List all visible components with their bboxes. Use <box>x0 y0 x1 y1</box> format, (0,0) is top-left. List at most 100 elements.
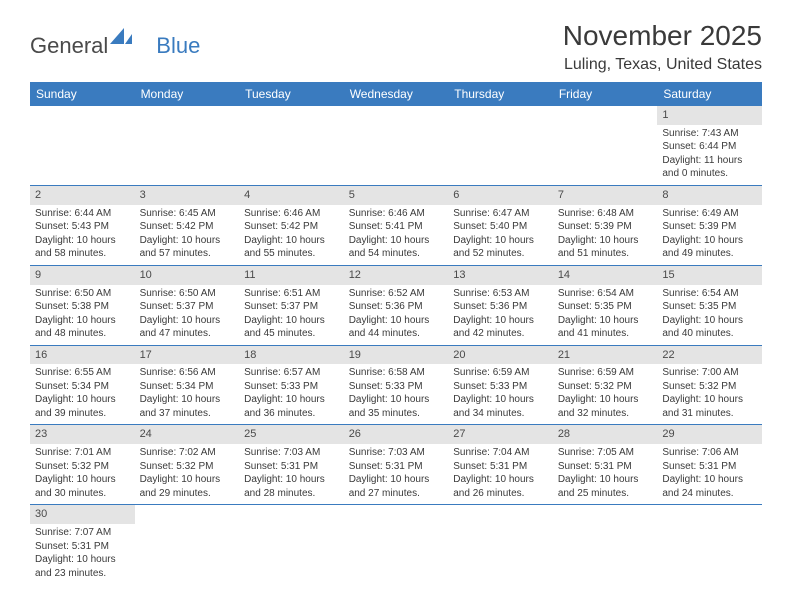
sunset-text: Sunset: 5:33 PM <box>453 380 548 394</box>
daylight-text-line2: and 51 minutes. <box>558 247 653 261</box>
daylight-text-line2: and 31 minutes. <box>662 407 757 421</box>
daylight-text-line2: and 48 minutes. <box>35 327 130 341</box>
title-block: November 2025 Luling, Texas, United Stat… <box>563 20 762 74</box>
calendar-day-cell: 10Sunrise: 6:50 AMSunset: 5:37 PMDayligh… <box>135 265 240 345</box>
weekday-header: Monday <box>135 82 240 106</box>
sunrise-text: Sunrise: 6:56 AM <box>140 366 235 380</box>
weekday-header: Sunday <box>30 82 135 106</box>
sunset-text: Sunset: 5:43 PM <box>35 220 130 234</box>
sunrise-text: Sunrise: 6:44 AM <box>35 207 130 221</box>
calendar-day-cell: 9Sunrise: 6:50 AMSunset: 5:38 PMDaylight… <box>30 265 135 345</box>
day-details: Sunrise: 6:54 AMSunset: 5:35 PMDaylight:… <box>657 285 762 345</box>
daylight-text-line1: Daylight: 10 hours <box>35 393 130 407</box>
day-details: Sunrise: 6:56 AMSunset: 5:34 PMDaylight:… <box>135 364 240 424</box>
day-details: Sunrise: 6:50 AMSunset: 5:37 PMDaylight:… <box>135 285 240 345</box>
day-number: 5 <box>344 186 449 205</box>
calendar-week-row: 9 Sunrise: 6:50 AMSunset: 5:38 PM Daylight… <box>30 265 762 345</box>
day-details: Sunrise: 6:52 AMSunset: 5:36 PMDaylight:… <box>344 285 449 345</box>
daylight-text-line2: and 26 minutes. <box>453 487 548 501</box>
day-details: Sunrise: 6:49 AMSunset: 5:39 PMDaylight:… <box>657 205 762 265</box>
calendar-day-cell: 13Sunrise: 6:53 AMSunset: 5:36 PMDayligh… <box>448 265 553 345</box>
calendar-day-cell: 14Sunrise: 6:54 AMSunset: 5:35 PMDayligh… <box>553 265 658 345</box>
daylight-text-line1: Daylight: 10 hours <box>453 314 548 328</box>
sunrise-text: Sunrise: 7:07 AM <box>35 526 130 540</box>
daylight-text-line2: and 45 minutes. <box>244 327 339 341</box>
calendar-day-cell <box>657 505 762 584</box>
day-details: Sunrise: 6:55 AMSunset: 5:34 PMDaylight:… <box>30 364 135 424</box>
sunrise-text: Sunrise: 7:03 AM <box>244 446 339 460</box>
day-number: 21 <box>553 346 658 365</box>
calendar-day-cell <box>448 106 553 185</box>
sunrise-text: Sunrise: 6:51 AM <box>244 287 339 301</box>
daylight-text-line2: and 58 minutes. <box>35 247 130 261</box>
day-number: 22 <box>657 346 762 365</box>
sunrise-text: Sunrise: 6:45 AM <box>140 207 235 221</box>
calendar-week-row: 16Sunrise: 6:55 AMSunset: 5:34 PMDayligh… <box>30 345 762 425</box>
sunset-text: Sunset: 5:32 PM <box>35 460 130 474</box>
weekday-header: Tuesday <box>239 82 344 106</box>
daylight-text-line2: and 23 minutes. <box>35 567 130 581</box>
day-number: 26 <box>344 425 449 444</box>
daylight-text-line1: Daylight: 10 hours <box>140 473 235 487</box>
daylight-text-line1: Daylight: 10 hours <box>453 473 548 487</box>
calendar-day-cell: 18Sunrise: 6:57 AMSunset: 5:33 PMDayligh… <box>239 345 344 425</box>
sunrise-text: Sunrise: 6:59 AM <box>558 366 653 380</box>
daylight-text-line1: Daylight: 10 hours <box>662 473 757 487</box>
day-number: 30 <box>30 505 135 524</box>
calendar-day-cell <box>553 505 658 584</box>
weekday-header: Thursday <box>448 82 553 106</box>
day-number: 29 <box>657 425 762 444</box>
sunrise-text: Sunrise: 7:03 AM <box>349 446 444 460</box>
day-number: 12 <box>344 266 449 285</box>
day-number: 4 <box>239 186 344 205</box>
day-number: 20 <box>448 346 553 365</box>
daylight-text-line2: and 47 minutes. <box>140 327 235 341</box>
sunset-text: Sunset: 5:42 PM <box>244 220 339 234</box>
sunset-text: Sunset: 5:31 PM <box>662 460 757 474</box>
daylight-text-line1: Daylight: 10 hours <box>244 314 339 328</box>
day-details: Sunrise: 6:59 AMSunset: 5:32 PMDaylight:… <box>553 364 658 424</box>
daylight-text-line1: Daylight: 10 hours <box>244 473 339 487</box>
sunrise-text: Sunrise: 7:01 AM <box>35 446 130 460</box>
calendar-day-cell: 7Sunrise: 6:48 AMSunset: 5:39 PMDaylight… <box>553 185 658 265</box>
day-details: Sunrise: 6:53 AMSunset: 5:36 PMDaylight:… <box>448 285 553 345</box>
sunrise-text: Sunrise: 6:50 AM <box>35 287 130 301</box>
calendar-day-cell: 11Sunrise: 6:51 AMSunset: 5:37 PMDayligh… <box>239 265 344 345</box>
month-title: November 2025 <box>563 20 762 52</box>
calendar-day-cell <box>135 106 240 185</box>
sunset-text: Sunset: 5:38 PM <box>35 300 130 314</box>
calendar-day-cell: 16Sunrise: 6:55 AMSunset: 5:34 PMDayligh… <box>30 345 135 425</box>
sunset-text: Sunset: 5:42 PM <box>140 220 235 234</box>
sunset-text: Sunset: 5:31 PM <box>453 460 548 474</box>
calendar-week-row: 30Sunrise: 7:07 AMSunset: 5:31 PMDayligh… <box>30 505 762 584</box>
calendar-table: SundayMondayTuesdayWednesdayThursdayFrid… <box>30 82 762 584</box>
sunset-text: Sunset: 5:35 PM <box>558 300 653 314</box>
day-number: 8 <box>657 186 762 205</box>
day-details: Sunrise: 7:43 AMSunset: 6:44 PMDaylight:… <box>657 125 762 185</box>
day-number: 9 <box>30 266 135 285</box>
logo-text-general: General <box>30 33 108 59</box>
sunrise-text: Sunrise: 6:55 AM <box>35 366 130 380</box>
calendar-day-cell: 2Sunrise: 6:44 AMSunset: 5:43 PMDaylight… <box>30 185 135 265</box>
day-details: Sunrise: 6:47 AMSunset: 5:40 PMDaylight:… <box>448 205 553 265</box>
sunrise-text: Sunrise: 6:46 AM <box>349 207 444 221</box>
calendar-day-cell <box>239 106 344 185</box>
day-number: 25 <box>239 425 344 444</box>
sunrise-text: Sunrise: 6:52 AM <box>349 287 444 301</box>
daylight-text-line1: Daylight: 10 hours <box>140 393 235 407</box>
daylight-text-line1: Daylight: 10 hours <box>349 473 444 487</box>
day-number: 6 <box>448 186 553 205</box>
day-details: Sunrise: 7:03 AMSunset: 5:31 PMDaylight:… <box>239 444 344 504</box>
daylight-text-line1: Daylight: 10 hours <box>35 553 130 567</box>
daylight-text-line1: Daylight: 10 hours <box>35 473 130 487</box>
sunrise-text: Sunrise: 6:59 AM <box>453 366 548 380</box>
day-number: 24 <box>135 425 240 444</box>
day-details: Sunrise: 6:46 AMSunset: 5:42 PMDaylight:… <box>239 205 344 265</box>
daylight-text-line2: and 35 minutes. <box>349 407 444 421</box>
sunset-text: Sunset: 5:36 PM <box>453 300 548 314</box>
day-details: Sunrise: 7:00 AMSunset: 5:32 PMDaylight:… <box>657 364 762 424</box>
sunrise-text: Sunrise: 6:54 AM <box>558 287 653 301</box>
sunset-text: Sunset: 5:39 PM <box>662 220 757 234</box>
day-number: 18 <box>239 346 344 365</box>
day-number: 3 <box>135 186 240 205</box>
